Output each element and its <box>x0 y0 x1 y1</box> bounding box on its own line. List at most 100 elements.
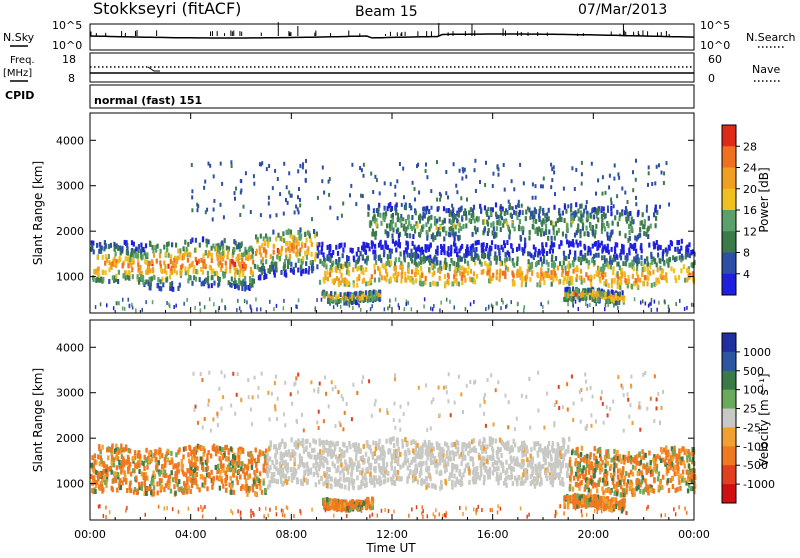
power-cell <box>580 250 582 255</box>
power-cell <box>655 205 657 210</box>
power-cell <box>431 206 433 210</box>
power-cell <box>632 219 634 224</box>
power-cell <box>102 277 104 282</box>
power-cell <box>148 268 150 273</box>
power-cell <box>194 306 196 310</box>
power-cell <box>297 230 299 235</box>
velocity-cell <box>305 447 307 452</box>
velocity-cell <box>425 485 427 490</box>
power-cell <box>355 300 357 305</box>
power-cell <box>541 228 543 233</box>
power-cell <box>159 253 161 258</box>
power-cell <box>508 235 510 240</box>
power-cell <box>372 250 374 255</box>
power-cell <box>219 306 221 310</box>
velocity-cell <box>160 470 162 475</box>
velocity-cell <box>489 436 491 441</box>
velocity-cell <box>556 449 558 454</box>
power-cell <box>570 203 572 208</box>
velocity-cell <box>246 492 248 497</box>
velocity-cell <box>171 460 173 465</box>
power-cell <box>434 216 436 221</box>
power-cell <box>402 217 404 221</box>
power-cell <box>429 282 431 287</box>
velocity-cell <box>259 471 261 476</box>
power-cell <box>644 219 646 224</box>
power-cell <box>152 268 154 273</box>
power-cell <box>473 300 475 304</box>
power-cell <box>577 243 579 248</box>
power-cell <box>266 167 268 171</box>
power-cell <box>283 238 285 243</box>
velocity-cell <box>464 455 466 460</box>
velocity-cell <box>352 464 354 469</box>
power-cell <box>291 243 293 248</box>
velocity-cell <box>90 474 92 479</box>
power-cell <box>287 264 289 269</box>
power-cell <box>473 247 475 252</box>
velocity-cell <box>425 467 427 472</box>
power-cell <box>167 264 169 269</box>
power-cell <box>346 255 348 260</box>
power-cell <box>230 160 232 164</box>
velocity-cell <box>483 465 485 470</box>
power-cell <box>386 261 388 266</box>
power-cell <box>554 271 556 276</box>
power-cell <box>437 231 439 236</box>
power-cell <box>312 263 314 268</box>
power-cell <box>299 248 301 253</box>
power-cell <box>540 276 542 281</box>
colorbar-segment <box>722 274 736 296</box>
velocity-cell <box>249 486 251 491</box>
velocity-cell <box>93 469 95 474</box>
power-cell <box>175 243 177 248</box>
power-cell <box>343 297 345 302</box>
power-cell <box>280 236 282 241</box>
power-cell <box>490 261 492 266</box>
power-cell <box>204 305 206 309</box>
power-cell <box>691 303 693 307</box>
power-cell <box>338 257 340 262</box>
power-cell <box>528 236 530 241</box>
power-cell <box>403 224 405 229</box>
velocity-scatter-cells <box>90 370 696 519</box>
power-cell <box>550 185 552 189</box>
power-cell <box>431 234 433 239</box>
power-cell <box>368 207 370 211</box>
power-cell <box>458 236 460 241</box>
power-cell <box>358 274 360 279</box>
power-cell <box>529 216 531 220</box>
velocity-cell <box>393 443 395 448</box>
power-cell <box>169 282 171 287</box>
power-cell <box>575 300 577 304</box>
power-cell <box>118 258 120 263</box>
power-cell <box>577 209 579 214</box>
power-cell <box>425 163 427 167</box>
power-cell <box>275 262 277 267</box>
power-cell <box>561 272 563 277</box>
power-cell <box>481 243 483 248</box>
power-cell <box>310 238 312 243</box>
velocity-cell <box>256 484 258 489</box>
power-cell <box>622 290 624 295</box>
power-cell <box>200 258 202 263</box>
power-cell <box>589 223 591 228</box>
power-cell <box>234 197 236 201</box>
velocity-cell <box>330 484 332 489</box>
power-cell <box>166 247 168 252</box>
power-cell <box>550 220 552 225</box>
power-cell <box>237 299 239 303</box>
power-cell <box>461 280 463 285</box>
velocity-cell <box>325 458 327 463</box>
power-cell <box>614 164 616 168</box>
power-cell <box>584 231 586 236</box>
power-cell <box>297 169 299 173</box>
power-cell <box>314 233 316 238</box>
velocity-cell <box>516 481 518 486</box>
velocity-cell <box>434 463 436 468</box>
velocity-cell <box>296 479 298 484</box>
power-cell <box>231 277 233 282</box>
power-cell <box>400 279 402 284</box>
power-cell <box>205 250 207 255</box>
velocity-cell <box>175 478 177 483</box>
